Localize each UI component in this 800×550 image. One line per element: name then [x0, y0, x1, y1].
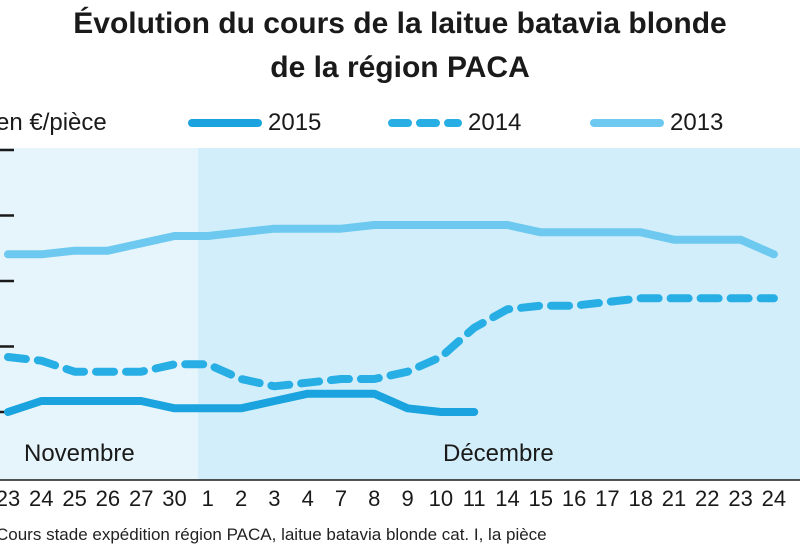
x-tick-label: 3 [268, 486, 280, 511]
y-axis-unit-label: en €/pièce [0, 109, 107, 136]
chart-title: Évolution du cours de la laitue batavia … [0, 2, 800, 90]
series-line-2015 [4, 389, 479, 416]
x-tick-label: 23 [728, 486, 752, 511]
x-tick-label: 1 [202, 486, 214, 511]
x-tick-label: 15 [529, 486, 553, 511]
x-tick-label: 17 [595, 486, 619, 511]
x-tick-label: 11 [463, 486, 486, 511]
chart-title-line-2: de la région PACA [270, 51, 530, 84]
legend-label-2014: 2014 [468, 109, 522, 136]
x-tick-label: 4 [302, 486, 314, 511]
chart-title-line-1: Évolution du cours de la laitue batavia … [73, 7, 727, 40]
month-label: Novembre [24, 440, 135, 467]
legend-swatch-2015 [188, 119, 262, 127]
x-tick-label: 16 [562, 486, 586, 511]
x-tick-label: 25 [62, 486, 86, 511]
month-label: Décembre [443, 440, 554, 467]
x-tick-label: 30 [162, 486, 186, 511]
legend-label-2015: 2015 [268, 109, 322, 136]
x-tick-label: 14 [495, 486, 519, 511]
x-tick-label: 9 [401, 486, 413, 511]
legend-label-2013: 2013 [670, 109, 724, 136]
x-tick-label: 27 [129, 486, 153, 511]
x-tick-label: 8 [368, 486, 380, 511]
x-tick-label: 7 [335, 486, 347, 511]
x-tick-label: 10 [429, 486, 453, 511]
x-tick-label: 24 [762, 486, 786, 511]
november-band [0, 148, 198, 480]
series-line-2013 [4, 221, 778, 259]
source-note: Cours stade expédition région PACA, lait… [0, 525, 547, 544]
x-tick-label: 22 [695, 486, 719, 511]
x-tick-label: 21 [662, 486, 686, 511]
x-tick-label: 24 [29, 486, 53, 511]
legend-swatch-2013 [590, 119, 664, 127]
x-tick-label: 18 [628, 486, 652, 511]
legend-swatch-2014 [388, 119, 462, 127]
x-tick-label: 2 [235, 486, 247, 511]
x-tick-label: 26 [96, 486, 120, 511]
x-tick-label: 23 [0, 486, 20, 511]
series-line-2014 [4, 294, 778, 391]
